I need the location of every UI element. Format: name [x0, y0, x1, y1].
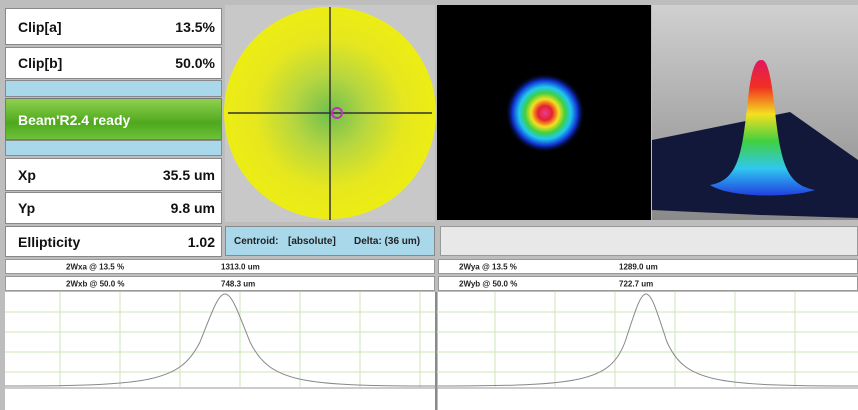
- clip-b-row: Clip[b] 50.0%: [5, 47, 222, 79]
- label: 2Wxb @ 50.0 %: [66, 279, 125, 288]
- label: 2Wxa @ 13.5 %: [66, 262, 125, 271]
- profile-curve: [4, 293, 436, 387]
- grid: [5, 292, 858, 387]
- value: 722.7 um: [619, 279, 654, 288]
- label: Clip[b]: [18, 55, 63, 71]
- ellipticity-row: Ellipticity 1.02: [5, 226, 222, 257]
- separator: [5, 140, 222, 156]
- info-bar: [440, 226, 858, 256]
- value: 1289.0 um: [619, 262, 658, 271]
- status-text: Beam'R2.4 ready: [18, 112, 131, 128]
- value: 1313.0 um: [221, 262, 260, 271]
- label: Ellipticity: [18, 233, 81, 250]
- value: 748.3 um: [221, 279, 256, 288]
- centroid-delta: Delta: (36 um): [354, 236, 421, 247]
- beam-spot: [505, 73, 585, 153]
- image-views: [224, 5, 858, 222]
- centroid-marker: [331, 107, 343, 119]
- yp-row: Yp 9.8 um: [5, 192, 222, 224]
- centroid-label: Centroid:: [234, 236, 279, 247]
- centroid-mode: [absolute]: [288, 236, 336, 247]
- profile-x-row: 2Wxa @ 13.5 % 1313.0 um: [5, 259, 435, 274]
- value: 35.5 um: [162, 166, 215, 183]
- profile-x-row: 2Wxb @ 50.0 % 748.3 um: [5, 276, 435, 291]
- profile-y-row: 2Wyb @ 50.0 % 722.7 um: [438, 276, 858, 291]
- label: Clip[a]: [18, 18, 62, 35]
- label: Yp: [18, 200, 36, 216]
- profile-plots: [4, 292, 858, 410]
- profile-y-row: 2Wya @ 13.5 % 1289.0 um: [438, 259, 858, 274]
- xp-row: Xp 35.5 um: [5, 158, 222, 191]
- separator: [5, 80, 222, 97]
- profile-x: [5, 292, 435, 410]
- label: Xp: [18, 166, 36, 183]
- value: 13.5%: [175, 18, 215, 35]
- centroid-bar: Centroid: [absolute] Delta: (36 um): [225, 226, 435, 256]
- value: 9.8 um: [170, 200, 215, 216]
- value: 50.0%: [175, 55, 215, 71]
- label: 2Wya @ 13.5 %: [459, 262, 517, 271]
- profile-curve: [437, 293, 858, 387]
- label: 2Wyb @ 50.0 %: [459, 279, 518, 288]
- value: 1.02: [187, 233, 215, 250]
- clip-a-row: Clip[a] 13.5%: [5, 8, 222, 45]
- 3d-peak: [710, 60, 815, 196]
- status-bar: Beam'R2.4 ready: [5, 98, 222, 140]
